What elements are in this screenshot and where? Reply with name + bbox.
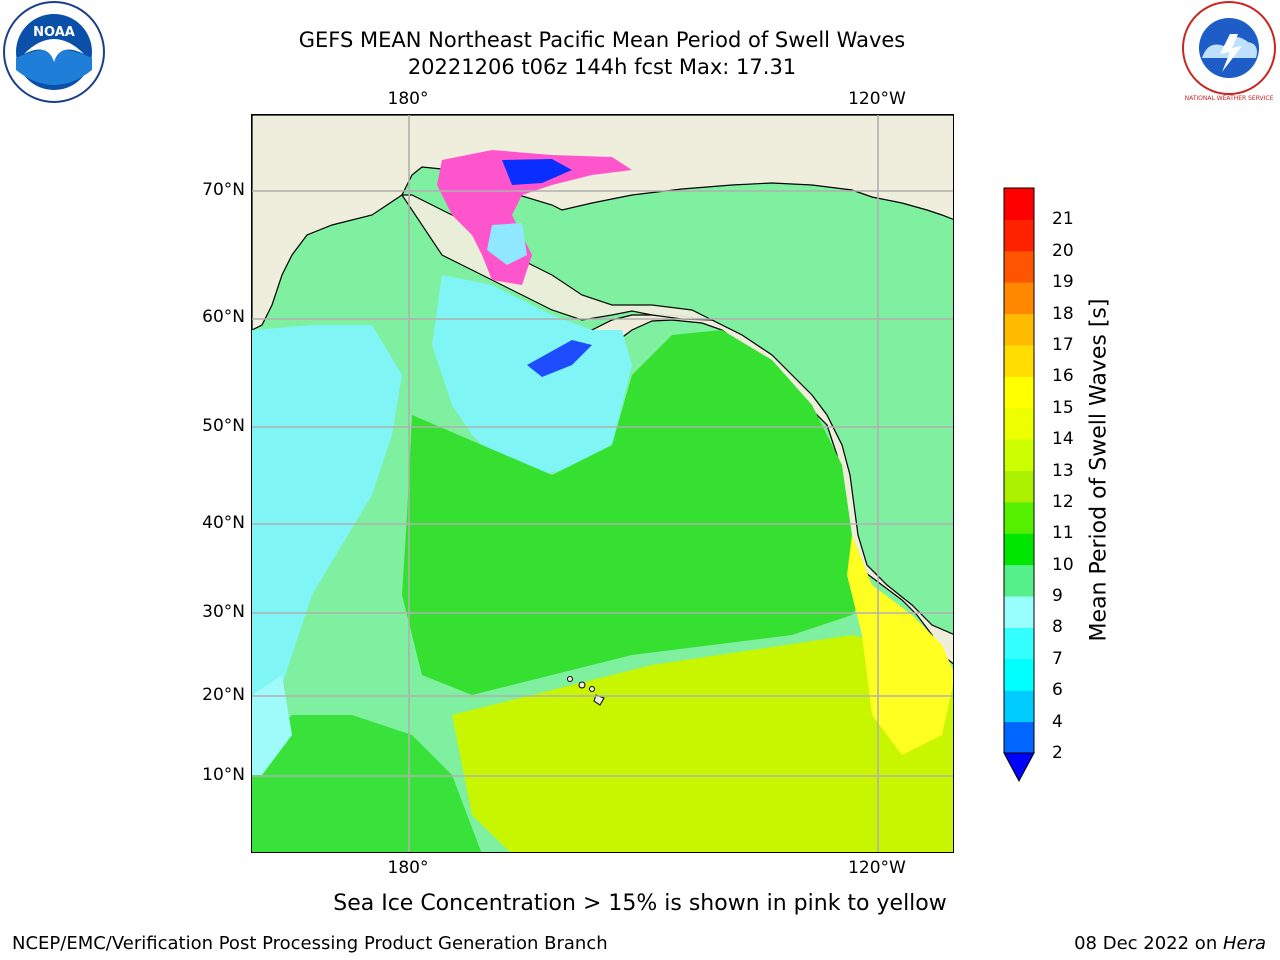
colorbar-tick-label: 13 [1052,460,1074,481]
land-north [252,115,953,331]
colorbar-tick-label: 16 [1052,366,1074,387]
cyan-region [432,275,632,475]
colorbar-tick-label: 18 [1052,303,1074,324]
chart-title: GEFS MEAN Northeast Pacific Mean Period … [298,28,906,52]
colorbar-tick-label: 9 [1052,586,1063,607]
lat-label-50n: 50°N [202,416,245,436]
colorbar-tick-label: 14 [1052,429,1074,450]
colorbar-tick-label: 2 [1052,743,1063,763]
footer-host: Hera [1222,933,1266,954]
noaa-logo-text: NOAA [33,25,75,40]
colorbar-bin [1004,407,1034,440]
colorbar-tick-label: 8 [1052,617,1063,638]
colorbar-bin [1004,282,1034,315]
colorbar-bin [1004,596,1034,628]
colorbar-bin [1004,344,1034,377]
colorbar-tick-label: 4 [1052,711,1063,732]
footer-date: 08 Dec 2022 on Hera [1074,933,1266,954]
colorbar-bin [1004,564,1034,597]
colorbar-tick-label: 11 [1052,523,1074,544]
footer-credit: NCEP/EMC/Verification Post Processing Pr… [12,933,608,954]
lat-label-40n: 40°N [202,513,245,533]
dark-blue-patch [527,340,592,377]
yellowgreen-south [452,635,953,852]
green-band [402,330,872,695]
colorbar-tick-label: 10 [1052,554,1074,575]
colorbar-bin [1004,627,1034,660]
lon-label-bottom-180: 180° [387,858,429,878]
lat-label-10n: 10°N [202,765,245,785]
colorbar-tick-label: 17 [1052,334,1074,355]
lon-label-bottom-120w: 120°W [848,858,906,878]
colorbar-tick-label: 7 [1052,648,1063,669]
yellow-east [847,535,953,755]
lon-label-top-180: 180° [387,89,429,109]
noaa-logo: NOAA [3,1,105,103]
colorbar [1003,187,1035,783]
lat-label-70n: 70°N [202,180,245,200]
cyan-west [252,325,402,755]
colorbar-extend-triangle [1003,752,1035,783]
hawaii-big-island [593,694,605,706]
colorbar-bin [1004,690,1034,723]
ice-light-blue [487,223,527,265]
hawaii-island [589,686,595,692]
lat-label-20n: 20°N [202,685,245,705]
footer-date-text: 08 Dec 2022 on [1074,933,1223,954]
chart-subtitle: 20221206 t06z 144h fcst Max: 17.31 [407,55,797,79]
map-panel [251,114,954,853]
green-southwest [252,715,482,852]
cyan-southwest [252,675,292,775]
lon-label-top-120w: 120°W [848,89,906,109]
colorbar-frame [1003,187,1035,754]
colorbar-tick-label: 21 [1052,209,1074,230]
colorbar-tick-label: 19 [1052,272,1074,293]
colorbar-tick-label: 20 [1052,240,1074,261]
colorbar-bin [1004,376,1034,409]
lat-label-60n: 60°N [202,307,245,327]
colorbar-bin [1004,501,1034,534]
sea-ice-caption: Sea Ice Concentration > 15% is shown in … [333,891,947,916]
nws-logo-text: NATIONAL WEATHER SERVICE [1185,95,1274,102]
colorbar-tick-label: 15 [1052,397,1074,418]
hawaii-island [567,676,573,682]
hawaii-island [578,681,586,689]
sea-ice-region [437,150,632,285]
colorbar-bin [1004,250,1034,283]
swell-period-map [252,115,953,852]
colorbar-bin [1004,313,1034,346]
colorbar-tick-label: 6 [1052,680,1063,701]
colorbar-label: Mean Period of Swell Waves [s] [1086,298,1112,642]
colorbar-bin [1004,721,1034,754]
lat-label-30n: 30°N [202,602,245,622]
colorbar-bin [1004,470,1034,503]
colorbar-bin [1004,658,1034,691]
nws-logo: NATIONAL WEATHER SERVICE [1182,1,1276,102]
colorbar-tick-label: 12 [1052,491,1074,512]
colorbar-bin [1004,533,1034,566]
colorbar-bin [1004,439,1034,471]
ice-deep-blue [502,159,572,185]
colorbar-bin [1004,219,1034,252]
colorbar-bin [1004,188,1034,220]
graticule [252,115,953,852]
